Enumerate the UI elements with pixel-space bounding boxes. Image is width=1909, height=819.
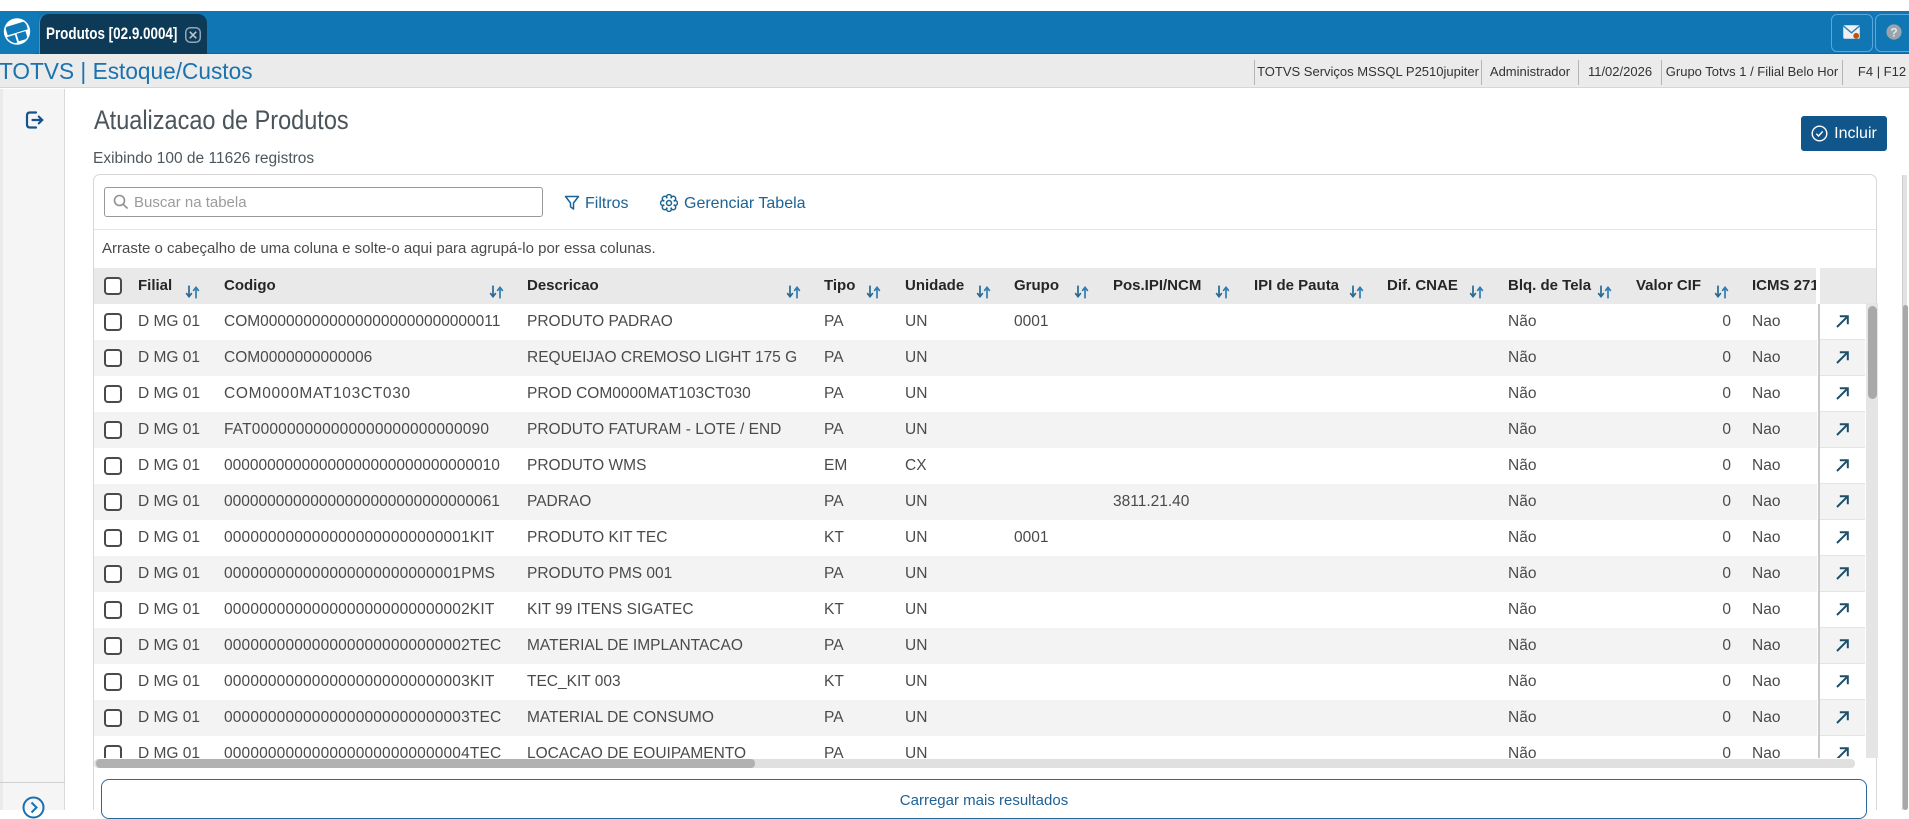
svg-text:?: ? (1890, 25, 1897, 39)
